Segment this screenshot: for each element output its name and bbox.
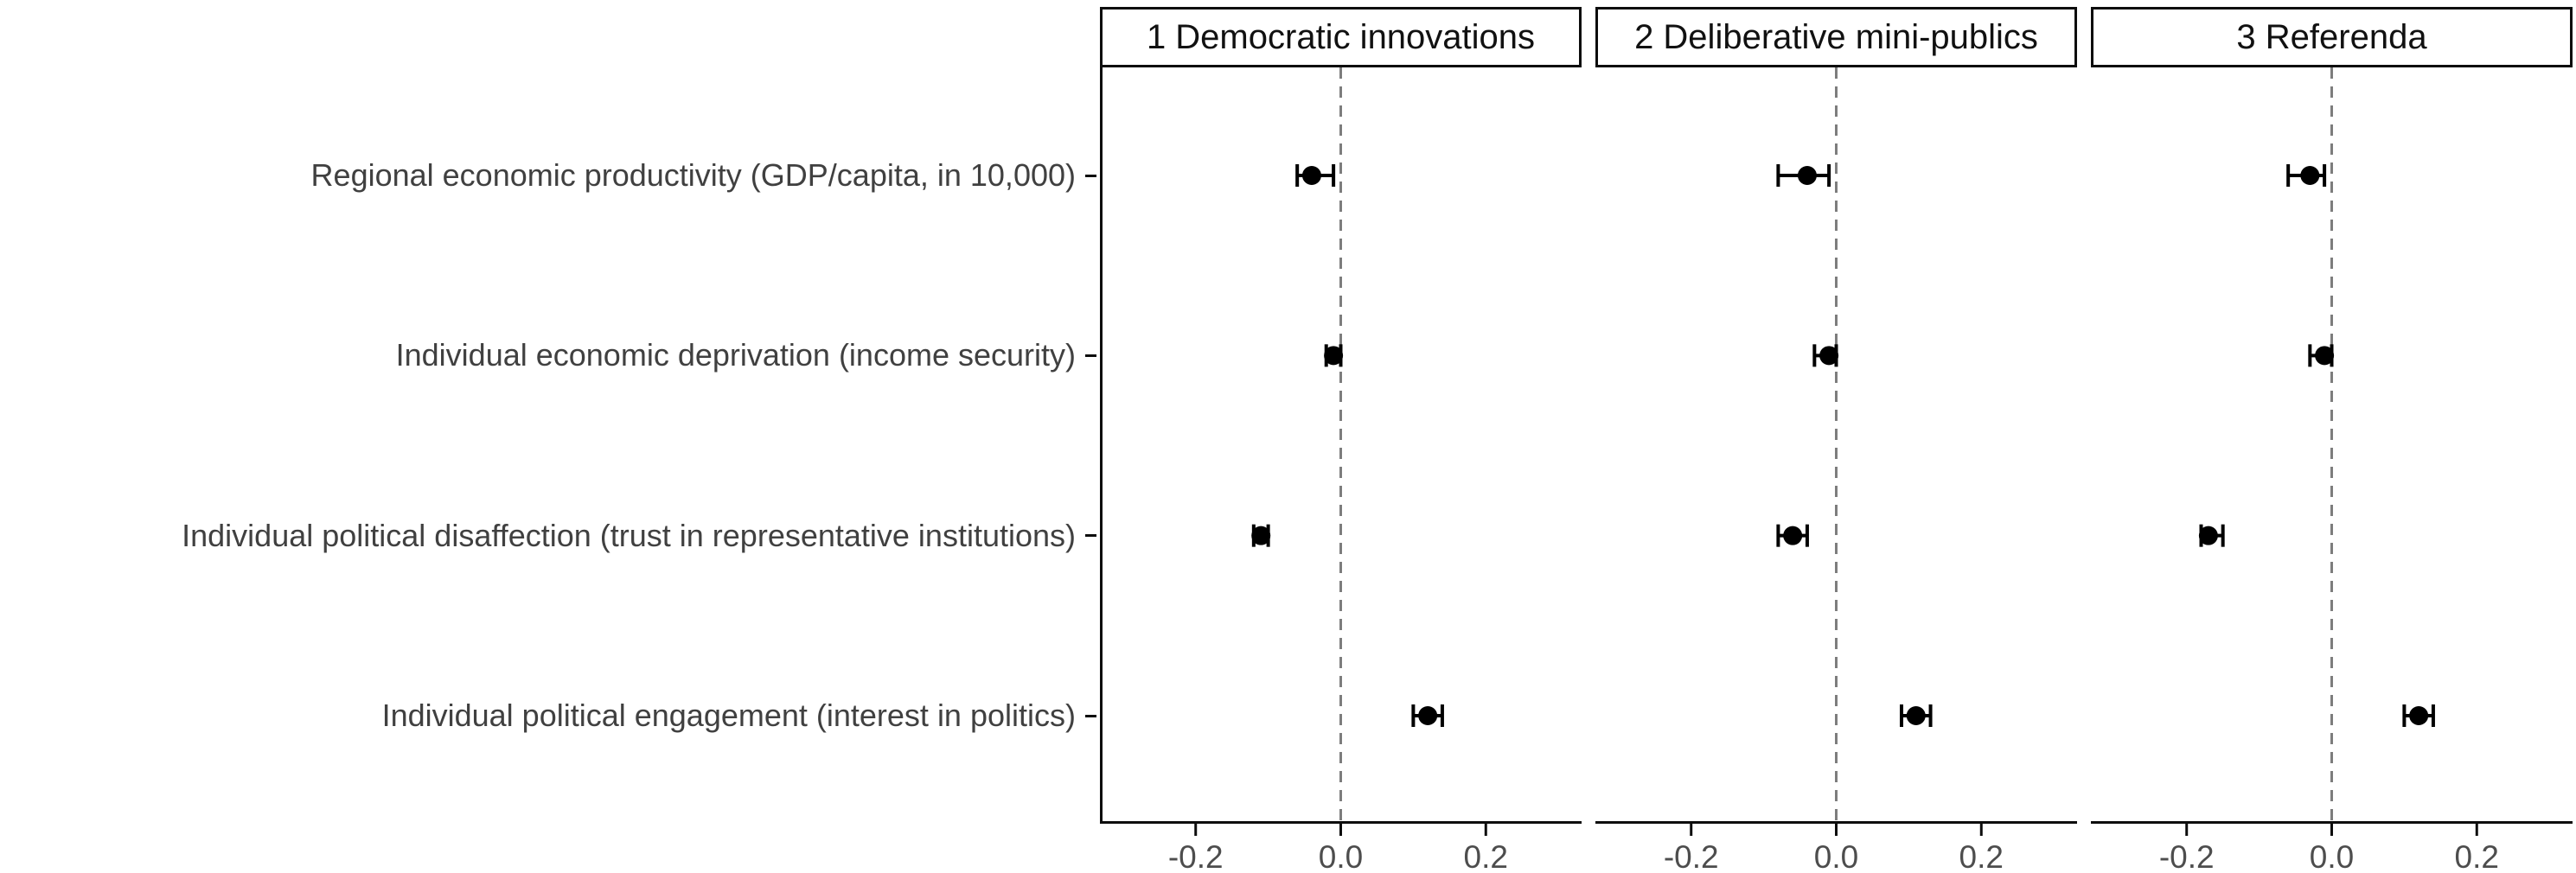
point-estimate xyxy=(2409,706,2429,725)
estimate-row-3 xyxy=(1776,524,1809,547)
x-axis-tick-label: 0.0 xyxy=(1813,839,1859,873)
y-axis-labels: Regional economic productivity (GDP/capi… xyxy=(0,67,1096,838)
x-axis-tick-label: -0.2 xyxy=(2158,839,2215,873)
facet-panel-1 xyxy=(1100,67,1582,836)
x-axis-tick-label: 0.2 xyxy=(1463,839,1508,873)
estimate-row-1 xyxy=(1295,164,1336,187)
facet-1: 1 Democratic innovations -0.2 0.0 0.2 xyxy=(1100,7,1582,873)
facet-strip-label: 2 Deliberative mini-publics xyxy=(1634,17,2038,56)
facet-strip: 1 Democratic innovations xyxy=(1100,7,1582,67)
point-estimate xyxy=(1301,166,1321,185)
point-estimate xyxy=(2198,526,2218,545)
x-axis-tick-label: 0.2 xyxy=(1959,839,2004,873)
x-axis-tick-label: -0.2 xyxy=(1663,839,1719,873)
y-axis-label: Regional economic productivity (GDP/capi… xyxy=(310,157,1076,193)
estimate-row-4 xyxy=(1411,704,1444,727)
point-estimate xyxy=(1783,526,1803,545)
facet-strip-label: 3 Referenda xyxy=(2236,17,2427,56)
y-axis-label: Individual economic deprivation (income … xyxy=(395,337,1076,373)
y-axis-tick xyxy=(1085,714,1096,717)
y-axis-tick xyxy=(1085,534,1096,538)
estimate-row-4 xyxy=(1899,704,1933,727)
x-axis-tick-label: -0.2 xyxy=(1167,839,1224,873)
facet-2: 2 Deliberative mini-publics -0.2 0.0 0.2 xyxy=(1595,7,2077,873)
facet-strip-label: 1 Democratic innovations xyxy=(1146,17,1536,56)
point-estimate xyxy=(1906,706,1926,725)
x-axis-labels: -0.2 0.0 0.2 xyxy=(1595,838,2077,873)
estimate-row-4 xyxy=(2402,704,2435,727)
facet-panel-3 xyxy=(2091,67,2573,836)
point-estimate xyxy=(2300,166,2320,185)
facet-panel-2 xyxy=(1595,67,2077,836)
facet-3: 3 Referenda -0.2 0.0 0.2 xyxy=(2091,7,2573,873)
x-axis-tick-label: 0.0 xyxy=(2309,839,2355,873)
estimate-row-2 xyxy=(1812,344,1839,367)
point-estimate xyxy=(1418,706,1438,725)
y-axis-label: Individual political disaffection (trust… xyxy=(182,517,1076,553)
estimate-row-3 xyxy=(2198,524,2225,547)
x-axis-labels: -0.2 0.0 0.2 xyxy=(1100,838,1582,873)
x-axis-tick-label: 0.2 xyxy=(2454,839,2499,873)
point-estimate xyxy=(2315,346,2335,366)
estimate-row-2 xyxy=(1324,344,1344,367)
facet-panels: 1 Democratic innovations -0.2 0.0 0.2 2 Deli… xyxy=(1100,7,2573,873)
y-axis-tick xyxy=(1085,174,1096,177)
x-axis-labels: -0.2 0.0 0.2 xyxy=(2091,838,2573,873)
estimate-row-2 xyxy=(2308,344,2335,367)
facet-strip: 2 Deliberative mini-publics xyxy=(1595,7,2077,67)
y-axis-label: Individual political engagement (interes… xyxy=(381,698,1076,733)
facet-strip: 3 Referenda xyxy=(2091,7,2573,67)
estimate-row-1 xyxy=(1776,164,1831,187)
point-estimate xyxy=(1797,166,1817,185)
y-axis-tick xyxy=(1085,354,1096,357)
estimate-row-3 xyxy=(1251,524,1271,547)
estimate-row-1 xyxy=(2286,164,2327,187)
point-estimate xyxy=(1251,526,1271,545)
point-estimate xyxy=(1324,346,1344,366)
point-estimate xyxy=(1819,346,1839,366)
x-axis-tick-label: 0.0 xyxy=(1318,839,1364,873)
